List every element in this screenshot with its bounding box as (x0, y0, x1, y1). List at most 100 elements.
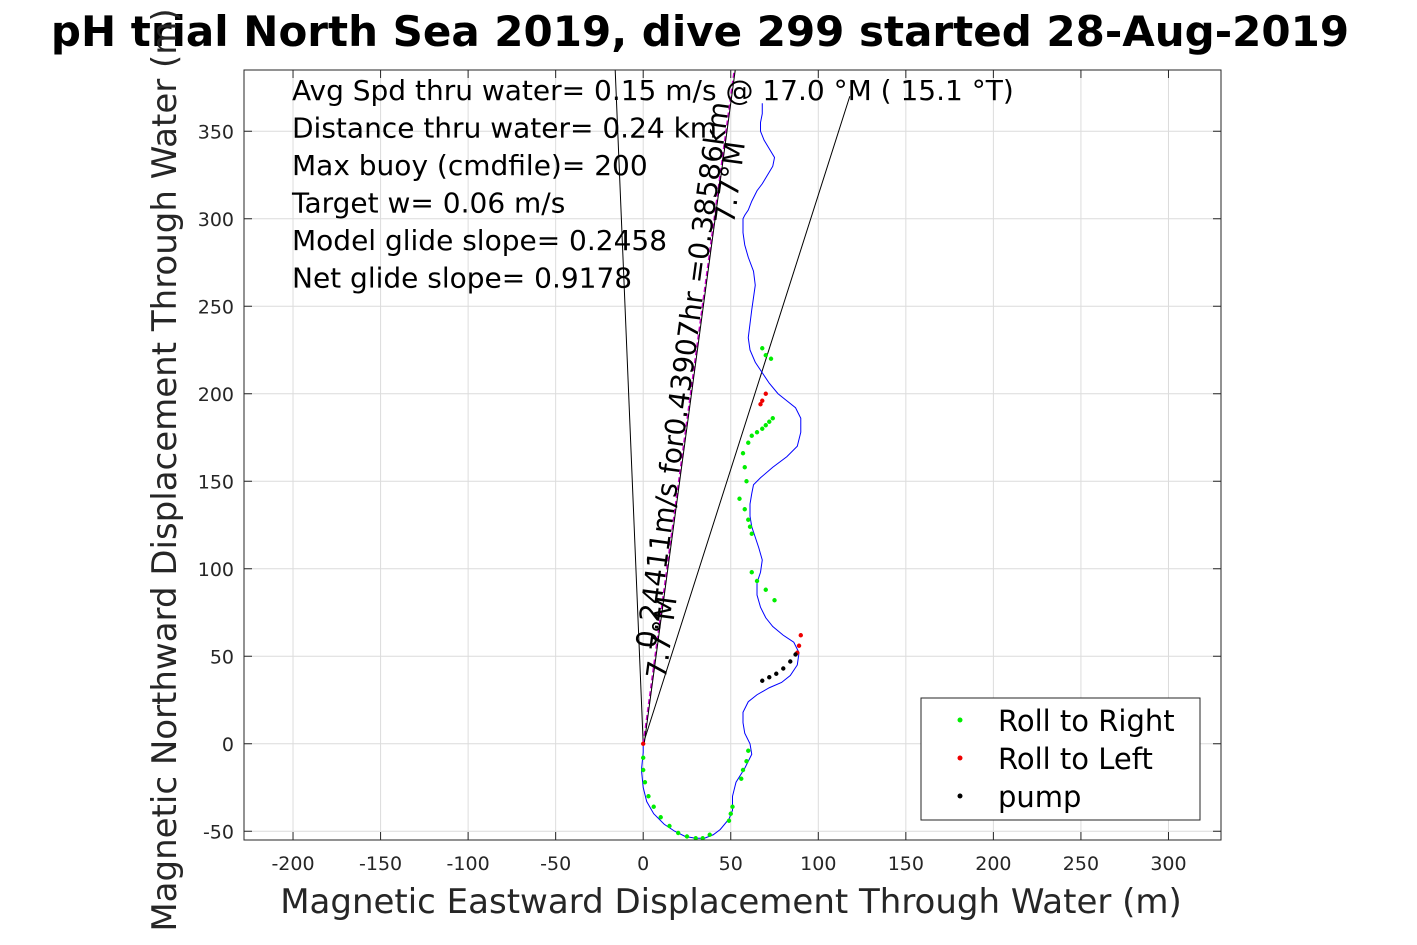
annotation-text: Max buoy (cmdfile)= 200 (292, 149, 648, 182)
y-tick-label: 100 (198, 559, 234, 581)
data-point (642, 780, 648, 785)
x-tick-label: -200 (271, 853, 314, 875)
x-axis-label: Magnetic Eastward Displacement Through W… (280, 882, 1182, 922)
data-point (767, 419, 772, 424)
data-point (728, 811, 733, 816)
y-axis-label: Magnetic Northward Displacement Through … (145, 8, 185, 931)
data-point (747, 524, 753, 529)
data-point (740, 767, 746, 773)
data-point (676, 830, 681, 836)
data-point (772, 598, 777, 603)
data-point (763, 353, 768, 358)
data-point (707, 832, 712, 837)
legend: Roll to Right Roll to Left pump (920, 697, 1201, 821)
x-tick-label: 300 (1150, 853, 1186, 875)
data-point (760, 426, 765, 431)
y-tick-label: 0 (222, 734, 234, 756)
data-point (749, 531, 754, 536)
data-point (760, 398, 765, 403)
data-point (749, 570, 754, 575)
data-point (798, 633, 803, 638)
data-point (746, 517, 751, 522)
data-point (730, 804, 735, 809)
legend-items: Roll to Right Roll to Left pump (957, 704, 1175, 814)
data-point (758, 402, 763, 407)
annotation-text: Avg Spd thru water= 0.15 m/s @ 17.0 °M (… (292, 74, 1014, 107)
legend-label: Roll to Right (998, 704, 1175, 738)
data-point (768, 356, 774, 361)
x-tick-label: -150 (359, 853, 402, 875)
data-point (746, 440, 751, 445)
data-point (788, 659, 793, 664)
y-tick-label: -50 (203, 821, 234, 843)
x-axis-ticks: -200 -150 -100 -50 0 50 100 150 200 250 300 (271, 70, 1187, 875)
y-tick-label: 200 (198, 384, 234, 406)
data-point (746, 748, 751, 753)
legend-label: Roll to Left (998, 742, 1153, 776)
data-point (754, 578, 760, 584)
legend-marker (957, 793, 963, 799)
annotation-text: Model glide slope= 0.2458 (292, 224, 667, 257)
plot-frame (243, 69, 1222, 841)
annotation-text: Net glide slope= 0.9178 (292, 262, 632, 295)
data-point (793, 652, 798, 657)
legend-label: pump (998, 780, 1081, 814)
legend-marker (957, 755, 963, 761)
data-point (744, 479, 749, 484)
data-points (641, 346, 803, 841)
data-point (744, 759, 749, 764)
y-tick-label: 350 (198, 121, 234, 143)
data-point (763, 587, 768, 592)
data-point (700, 836, 705, 841)
x-tick-label: 150 (888, 853, 924, 875)
x-tick-label: 50 (719, 853, 743, 875)
data-point (796, 643, 802, 648)
data-point (684, 834, 690, 839)
data-point (641, 767, 646, 773)
x-tick-label: 200 (975, 853, 1011, 875)
dive-track (640, 103, 802, 839)
annotation-text: Distance thru water= 0.24 km (292, 112, 717, 145)
y-tick-label: 300 (198, 209, 234, 231)
data-point (740, 451, 746, 456)
data-point (641, 741, 646, 746)
y-tick-label: 50 (210, 646, 234, 668)
track-line (640, 103, 802, 839)
data-point (763, 391, 768, 396)
data-point (770, 416, 775, 421)
data-point (651, 804, 656, 809)
data-point (667, 823, 672, 829)
data-point (760, 678, 765, 683)
x-tick-label: 0 (637, 853, 649, 875)
data-point (749, 433, 754, 438)
data-point (774, 671, 779, 676)
data-point (760, 346, 765, 351)
data-point (742, 465, 747, 470)
data-point (742, 507, 747, 512)
x-tick-label: 100 (800, 853, 836, 875)
data-point (646, 794, 651, 799)
data-point (739, 776, 744, 781)
data-point (767, 675, 772, 680)
data-point (781, 666, 786, 671)
annotation-block: Avg Spd thru water= 0.15 m/s @ 17.0 °M (… (291, 74, 1014, 295)
legend-marker (957, 717, 963, 723)
data-point (693, 836, 698, 841)
annotation-text: Target w= 0.06 m/s (291, 187, 565, 220)
data-point (641, 755, 646, 760)
x-tick-label: -50 (540, 853, 571, 875)
data-point (726, 818, 732, 823)
data-point (658, 815, 663, 820)
x-tick-label: 250 (1063, 853, 1099, 875)
data-point (763, 423, 768, 428)
x-tick-label: -100 (447, 853, 490, 875)
data-point (737, 496, 742, 501)
y-tick-label: 150 (198, 471, 234, 493)
heading-line-black (643, 69, 736, 744)
heading-line (642, 69, 735, 744)
y-tick-label: 250 (198, 296, 234, 318)
y-axis-ticks: -50 0 50 100 150 200 250 300 350 (198, 121, 1221, 843)
chart-title: pH trial North Sea 2019, dive 299 starte… (51, 7, 1349, 56)
data-point (754, 430, 760, 435)
